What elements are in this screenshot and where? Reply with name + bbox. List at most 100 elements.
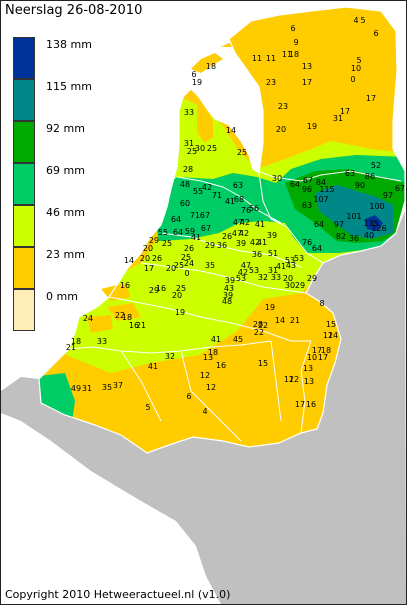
station-value: 6 — [191, 70, 196, 79]
station-value: 23 — [278, 102, 288, 111]
station-value: 6 — [186, 392, 191, 401]
station-value: 56 — [249, 204, 259, 213]
station-value: 48 — [180, 180, 190, 189]
station-value: 26 — [152, 254, 162, 263]
station-value: 63 — [233, 181, 243, 190]
station-value: 18 — [71, 337, 81, 346]
station-value: 63 — [345, 169, 355, 178]
station-value: 16 — [306, 400, 316, 409]
station-value: 20 — [276, 125, 286, 134]
station-value: 25 — [181, 253, 191, 262]
legend-label: 69 mm — [46, 164, 85, 177]
station-value: 29 — [295, 281, 305, 290]
station-value: 67 — [395, 184, 405, 193]
station-value: 12 — [206, 383, 216, 392]
station-value: 53 — [294, 254, 304, 263]
station-value: 28 — [183, 165, 193, 174]
station-value: 22 — [258, 321, 268, 330]
station-value: 17 — [366, 94, 376, 103]
station-value: 26 — [222, 232, 232, 241]
station-value: 45 — [233, 335, 243, 344]
legend-swatch — [13, 247, 35, 289]
station-value: 29 — [149, 286, 159, 295]
station-value: 64 — [290, 180, 300, 189]
station-value: 35 — [102, 383, 112, 392]
station-value: 42 — [239, 229, 249, 238]
station-value: 14 — [124, 256, 134, 265]
station-value: 15 — [326, 320, 336, 329]
station-value: 25 — [176, 284, 186, 293]
station-value: 71 — [190, 211, 200, 220]
station-value: 22 — [254, 328, 264, 337]
station-value: 31 — [184, 139, 194, 148]
station-value: 51 — [268, 249, 278, 258]
legend-swatch — [13, 289, 35, 331]
station-value: 4 — [202, 407, 207, 416]
legend-label: 0 mm — [46, 290, 78, 303]
station-value: 53 — [285, 256, 295, 265]
station-value: 33 — [184, 108, 194, 117]
legend-swatch — [13, 163, 35, 205]
station-value: 52 — [371, 161, 381, 170]
station-value: 11 — [252, 54, 262, 63]
station-value: 24 — [184, 259, 194, 268]
station-value: 90 — [355, 181, 365, 190]
station-value: 55 — [158, 228, 168, 237]
station-value: 29 — [149, 236, 159, 245]
station-value: 40 — [364, 231, 374, 240]
station-value: 20 — [172, 291, 182, 300]
legend-label: 138 mm — [46, 38, 92, 51]
station-value: 5 — [356, 56, 361, 65]
station-value: 14 — [226, 126, 236, 135]
station-value: 18 — [321, 346, 331, 355]
station-value: 9 — [293, 38, 298, 47]
station-value: 6 — [373, 29, 378, 38]
station-value: 20 — [143, 244, 153, 253]
station-value: 41 — [225, 197, 235, 206]
legend-swatch — [13, 205, 35, 247]
station-value: 19 — [175, 308, 185, 317]
station-value: 84 — [316, 178, 326, 187]
station-value: 16 — [120, 281, 130, 290]
station-value: 23 — [266, 78, 276, 87]
band-23-inner-area — [197, 105, 213, 143]
station-value: 64 — [314, 220, 324, 229]
station-value: 29 — [205, 241, 215, 250]
station-value: 20 — [283, 274, 293, 283]
station-value: 126 — [371, 224, 386, 233]
station-value: 36 — [252, 250, 262, 259]
station-value: 97 — [334, 220, 344, 229]
station-value: 60 — [180, 199, 190, 208]
station-value: 13 — [302, 62, 312, 71]
map-title: Neerslag 26-08-2010 — [5, 3, 143, 18]
station-value: 14 — [328, 331, 338, 340]
station-value: 47 — [233, 218, 243, 227]
country-outline — [38, 6, 406, 454]
station-value: 47 — [232, 229, 242, 238]
station-value: 55 — [193, 187, 203, 196]
station-value: 42 — [250, 238, 260, 247]
station-value: 32 — [258, 273, 268, 282]
station-value: 30 — [285, 281, 295, 290]
station-value: 21 — [66, 343, 76, 352]
station-value: 21 — [290, 316, 300, 325]
station-value: 12 — [200, 371, 210, 380]
station-value: 63 — [302, 201, 312, 210]
station-value: 43 — [224, 284, 234, 293]
station-value: 17 — [295, 400, 305, 409]
station-value: 37 — [113, 381, 123, 390]
station-value: 29 — [307, 274, 317, 283]
station-value: 18 — [122, 313, 132, 322]
wadden-islands — [191, 11, 353, 73]
station-value: 107 — [313, 195, 328, 204]
station-value: 71 — [212, 191, 222, 200]
copyright-text: Copyright 2010 Hetweeractueel.nl (v1.0) — [5, 588, 231, 601]
station-value: 22 — [115, 311, 125, 320]
station-value: 25 — [237, 148, 247, 157]
station-value: 30 — [195, 144, 205, 153]
band-138-area — [365, 215, 383, 231]
station-value: 0 — [350, 75, 355, 84]
station-value: 76 — [241, 206, 251, 215]
